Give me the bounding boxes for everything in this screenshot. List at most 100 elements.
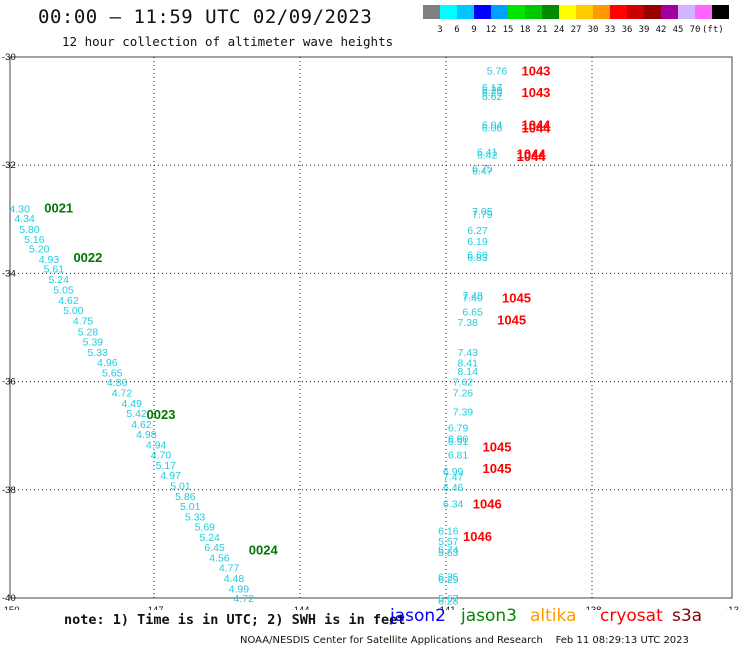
color-scale-label: 6: [454, 25, 460, 35]
pass-time-label: 0023: [147, 407, 176, 422]
pass-time-label: 1044: [521, 120, 551, 135]
color-scale-label: 36: [621, 25, 633, 35]
y-tick-label: -34: [2, 268, 16, 279]
color-swatch: [678, 5, 695, 19]
satellite-label-altika: altika: [530, 606, 577, 626]
color-scale-label: 12: [485, 25, 497, 35]
wave-height-label: 4.56: [209, 552, 230, 564]
wave-height-label: 7.40: [462, 293, 483, 305]
x-tick-label: -150: [0, 605, 19, 610]
wave-height-label: 6.81: [448, 450, 469, 462]
color-scale-label: 24: [553, 25, 565, 35]
wave-height-label: 5.20: [29, 244, 50, 256]
chart-subtitle: 12 hour collection of altimeter wave hei…: [62, 34, 394, 49]
plot-frame: [9, 56, 733, 599]
wave-height-label: 6.17: [482, 82, 503, 94]
color-swatch: [644, 5, 661, 19]
wave-height-label: 8.14: [458, 366, 479, 378]
wave-height-label: 6.42: [477, 149, 498, 161]
wave-height-label: 7.47: [443, 471, 464, 483]
wave-height-label: 6.19: [467, 236, 488, 248]
wave-height-label: 4.49: [122, 398, 143, 410]
pass-time-label: 0021: [44, 200, 73, 215]
wave-height-label: 7.62: [453, 377, 474, 389]
color-scale-label: 3: [437, 25, 443, 35]
data-credit: NOAA/NESDIS Center for Satellite Applica…: [240, 635, 689, 646]
x-tick-label: -13: [725, 605, 739, 610]
wave-height-label: 6.79: [448, 423, 469, 435]
pass-time-label: 1043: [521, 85, 550, 100]
wave-height-label: 7.39: [453, 406, 474, 418]
wave-height-label: 6.47: [472, 166, 493, 178]
wave-height-label: 5.24: [48, 274, 69, 286]
pass-time-label: 1045: [483, 440, 512, 455]
wave-height-label: 5.17: [156, 460, 177, 472]
color-scale-label: 15: [502, 25, 514, 35]
pass-time-label: 1046: [463, 529, 492, 544]
wave-height-label: 4.98: [136, 429, 157, 441]
color-swatch: [695, 5, 712, 19]
color-swatch: [661, 5, 678, 19]
color-swatch: [423, 5, 440, 19]
color-swatch: [712, 5, 729, 19]
wave-height-label: 6.34: [443, 498, 464, 510]
y-tick-label: -38: [2, 485, 16, 496]
wave-height-label: 4.86: [107, 377, 128, 389]
color-swatch: [559, 5, 576, 19]
wave-height-label: 5.39: [83, 337, 104, 349]
wave-height-label: 5.33: [87, 347, 108, 359]
color-scale-label: 9: [471, 25, 477, 35]
wave-height-label: 5.01: [170, 480, 191, 492]
color-scale-label: 39: [638, 25, 650, 35]
y-tick-label: -32: [2, 160, 16, 171]
wave-height-label: 6.27: [467, 225, 488, 237]
wave-height-label: 4.30: [10, 203, 31, 215]
wave-height-label: 6.16: [438, 525, 459, 537]
wave-height-label: 4.72: [112, 387, 133, 399]
wave-height-label: 6.65: [462, 306, 483, 318]
y-tick-label: -36: [2, 377, 16, 388]
wave-height-label: 6.60: [467, 249, 488, 261]
wave-height-label: 6.45: [204, 542, 225, 554]
wave-height-label: 6.91: [448, 436, 469, 448]
wave-height-label: 4.97: [160, 470, 181, 482]
wave-height-label: 5.42: [126, 408, 147, 420]
x-tick-label: -138: [582, 605, 601, 610]
wave-height-label: 4.70: [151, 450, 172, 462]
pass-time-label: 1044: [521, 118, 551, 133]
color-scale-label: (ft): [702, 25, 724, 35]
color-scale-label: 21: [536, 25, 548, 35]
wave-height-label: 6.29: [482, 84, 503, 96]
wave-height-label: 4.62: [58, 295, 79, 307]
wave-height-label: 5.33: [185, 511, 206, 523]
wave-height-label: 6.46: [443, 482, 464, 494]
pass-time-label: 0022: [73, 250, 102, 265]
color-scale-label: 70: [689, 25, 701, 35]
y-tick-label: -30: [2, 52, 16, 63]
wave-height-label: 7.38: [458, 317, 479, 329]
wave-height-label: 6.83: [467, 252, 488, 264]
pass-time-label: 1045: [483, 461, 512, 476]
wave-height-label: 6.41: [477, 147, 498, 159]
units-note: note: 1) Time is in UTC; 2) SWH is in fe…: [64, 612, 406, 628]
x-tick-label: -141: [436, 605, 455, 610]
wave-height-label: 5.61: [44, 264, 65, 276]
pass-time-label: 1046: [473, 496, 502, 511]
wave-height-label: 4.62: [131, 419, 152, 431]
wave-height-label: 4.77: [219, 563, 240, 575]
wave-height-label: 5.24: [199, 532, 220, 544]
pass-time-label: 0024: [249, 542, 279, 557]
wave-height-label: 6.28: [438, 596, 459, 608]
wave-height-label: 5.63: [438, 547, 459, 559]
wave-height-label: 6.90: [448, 433, 469, 445]
color-scale-label: 45: [672, 25, 684, 35]
color-swatch: [508, 5, 525, 19]
pass-time-label: 1045: [497, 312, 526, 327]
wave-height-label: 7.48: [462, 290, 483, 302]
x-tick-label: -147: [144, 605, 163, 610]
y-tick-label: -40: [2, 593, 16, 604]
wave-height-label: 4.99: [229, 583, 250, 595]
wave-height-label: 4.75: [73, 315, 94, 327]
wave-height-label: 5.67: [438, 593, 459, 605]
color-swatch: [627, 5, 644, 19]
